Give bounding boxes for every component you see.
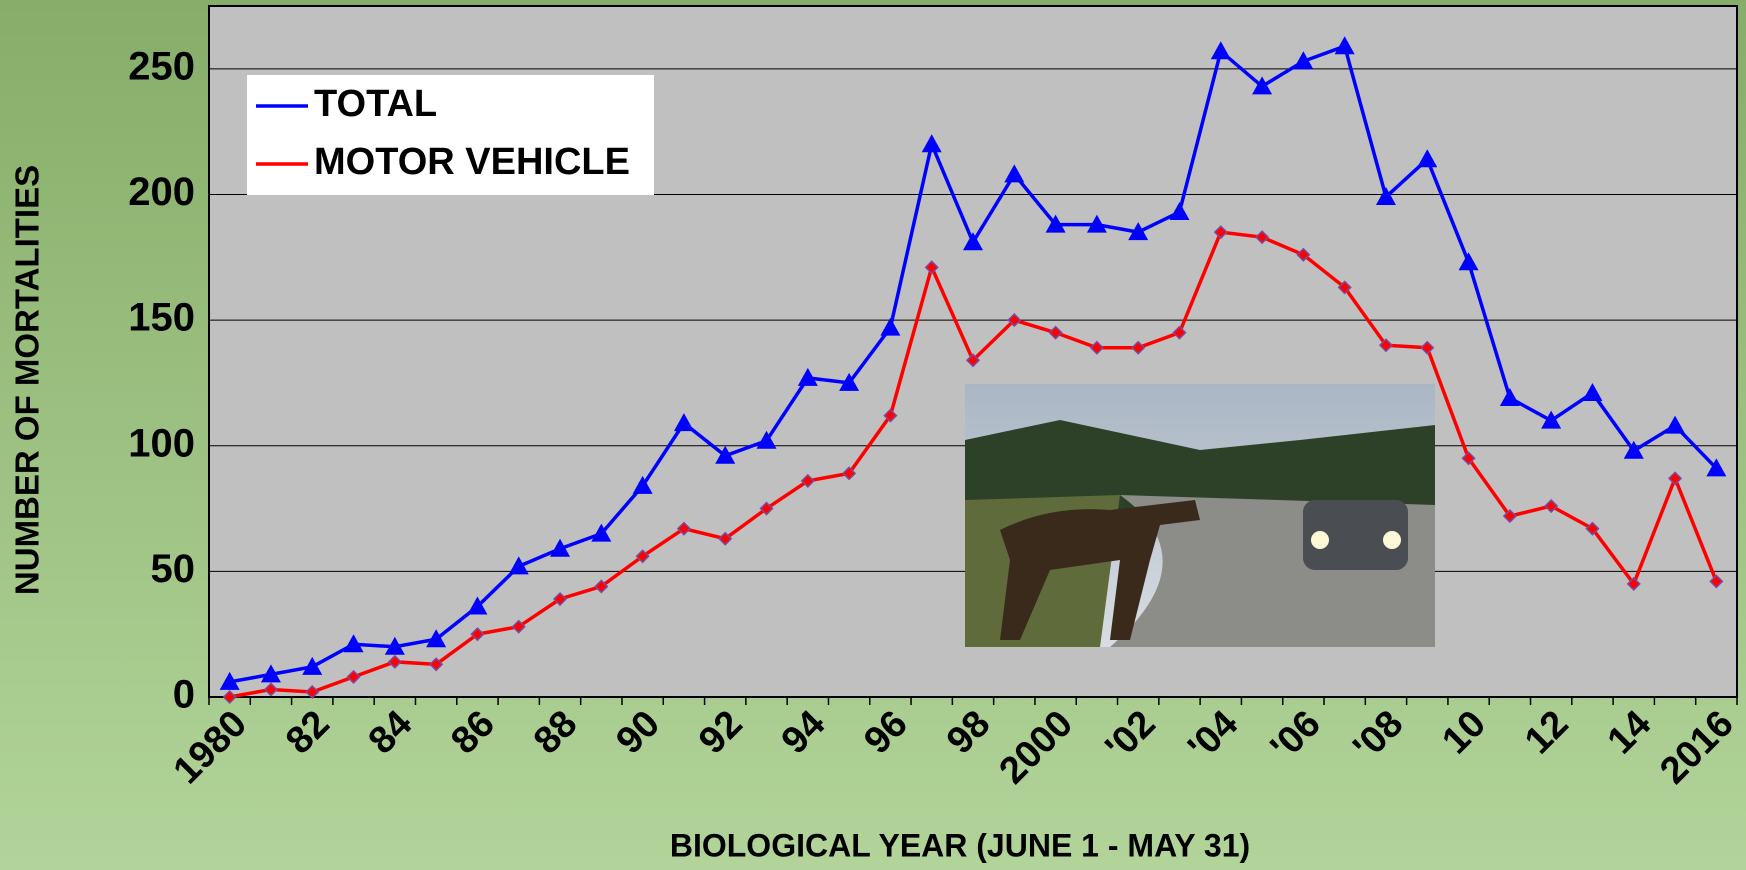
data-point <box>1210 41 1231 60</box>
data-point <box>1541 410 1562 429</box>
data-point <box>1334 36 1355 55</box>
data-point <box>676 521 691 536</box>
data-point <box>1582 382 1603 401</box>
data-point <box>635 549 650 564</box>
data-point <box>1252 76 1273 95</box>
data-point <box>1626 576 1641 591</box>
data-point <box>1502 509 1517 524</box>
data-point <box>800 473 815 488</box>
data-point <box>552 591 568 607</box>
data-point <box>387 654 402 669</box>
data-point <box>921 134 942 153</box>
data-point <box>591 523 612 542</box>
data-point <box>1045 214 1066 233</box>
data-point <box>1623 440 1644 459</box>
data-point <box>219 671 240 690</box>
data-point <box>1706 458 1727 477</box>
data-point <box>965 353 981 368</box>
data-point <box>511 619 526 634</box>
y-axis-title: NUMBER OF MORTALITIES <box>9 165 46 595</box>
data-point <box>470 627 485 642</box>
y-tick-label: 0 <box>173 673 195 717</box>
data-point <box>302 656 323 675</box>
data-point <box>1420 340 1435 355</box>
data-point <box>839 372 860 391</box>
data-point <box>1293 51 1314 70</box>
data-point <box>842 466 857 481</box>
data-point <box>883 408 898 423</box>
data-point <box>429 657 444 672</box>
data-point <box>1255 230 1270 245</box>
data-point <box>1458 252 1479 271</box>
data-point <box>1172 325 1187 340</box>
data-point <box>1131 340 1146 355</box>
data-point <box>1378 338 1394 353</box>
data-point <box>797 367 818 386</box>
data-point <box>263 682 279 697</box>
data-point <box>222 689 237 705</box>
x-axis-title: BIOLOGICAL YEAR (JUNE 1 - MAY 31) <box>670 827 1250 863</box>
data-point <box>1048 325 1063 340</box>
data-point <box>305 684 320 700</box>
data-point <box>1375 186 1396 205</box>
y-tick-label: 200 <box>128 170 195 214</box>
data-point <box>673 413 694 432</box>
data-point <box>1665 415 1686 434</box>
data-point <box>594 579 609 594</box>
data-point <box>1544 498 1559 514</box>
legend-box <box>247 75 654 195</box>
data-point <box>1461 451 1476 466</box>
data-point <box>508 556 529 575</box>
data-point <box>346 669 361 684</box>
data-point <box>632 475 653 494</box>
data-point <box>718 531 733 546</box>
data-point <box>963 232 983 251</box>
data-point <box>1089 340 1104 355</box>
legend-label: TOTAL <box>314 83 437 125</box>
y-tick-label: 50 <box>151 547 196 591</box>
data-point <box>1128 222 1149 241</box>
data-point <box>1007 313 1022 328</box>
data-point <box>1709 574 1724 589</box>
data-point <box>384 636 405 655</box>
data-point <box>1585 521 1600 536</box>
data-point <box>1337 280 1352 295</box>
data-point <box>343 634 364 653</box>
data-point <box>1169 202 1190 221</box>
data-point <box>715 445 736 464</box>
data-point <box>924 260 939 275</box>
data-point <box>756 430 777 449</box>
y-tick-label: 150 <box>128 296 195 340</box>
data-point <box>1004 164 1025 183</box>
photo <box>965 384 1435 647</box>
data-point <box>1213 225 1228 240</box>
data-point <box>1499 387 1520 406</box>
data-point <box>1667 471 1683 486</box>
data-point <box>1417 149 1438 168</box>
data-point <box>880 317 901 336</box>
data-point <box>1296 247 1311 262</box>
data-point <box>1086 214 1107 233</box>
data-point <box>759 501 774 516</box>
data-point <box>467 596 488 615</box>
y-tick-label: 250 <box>128 44 195 88</box>
y-tick-label: 100 <box>128 421 195 465</box>
legend-label: MOTOR VEHICLE <box>314 141 630 183</box>
data-point <box>426 629 447 648</box>
data-point <box>550 538 571 557</box>
data-point <box>260 664 281 683</box>
